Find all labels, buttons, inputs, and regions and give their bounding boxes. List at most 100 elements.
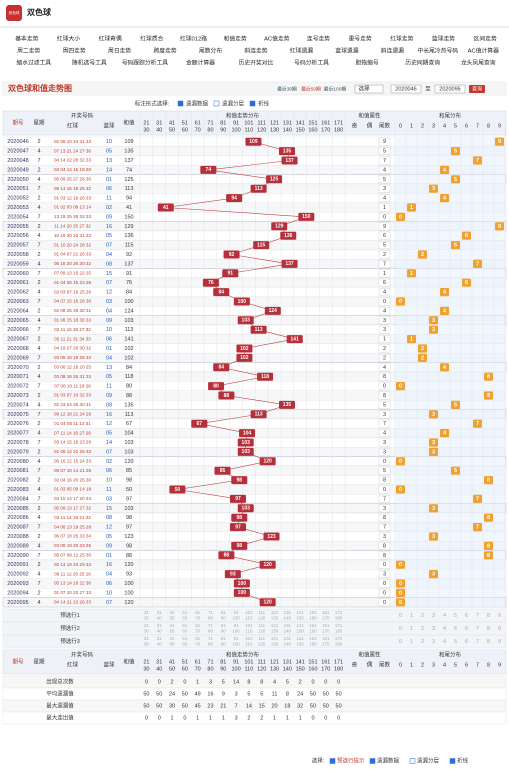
to-input[interactable] (434, 84, 466, 94)
sum: 88 (126, 393, 132, 399)
nav-link[interactable]: 周四走势 (63, 47, 86, 55)
nav-link[interactable]: 红球奇偶 (99, 35, 122, 43)
sum-mark-label: 113 (255, 186, 263, 192)
tail-mark (418, 344, 427, 353)
option-label[interactable]: 折线 (258, 99, 270, 107)
sum-mark (239, 429, 256, 438)
issue: 2020091 (7, 562, 28, 568)
nav-link[interactable]: 历史同期查询 (405, 59, 440, 67)
nav-link[interactable]: 龙头凤尾查询 (461, 59, 496, 67)
checkbox[interactable] (329, 758, 336, 764)
nav-link[interactable]: 中长尾冷热号码 (418, 47, 459, 55)
sum-mark (236, 344, 253, 353)
bin-to: 140 (283, 127, 292, 133)
checkbox[interactable] (409, 758, 416, 764)
nav-link[interactable]: 号码跟踪分析工具 (122, 59, 169, 67)
attr-tail: 3 (383, 534, 386, 540)
tail-mark (407, 335, 416, 344)
nav-link[interactable]: 历史开奖对比 (239, 59, 274, 67)
tail-value: 9 (498, 139, 501, 145)
preselect-bin-from: 61 (195, 610, 200, 615)
preselect-bin-to: 170 (322, 616, 330, 621)
red-balls: 03 04 14 15 18 20 (54, 167, 91, 172)
nav-link[interactable]: 区间走势 (474, 35, 497, 43)
sum: 113 (125, 327, 134, 333)
nav-link[interactable]: AC值计算器 (468, 47, 499, 55)
nav-link[interactable]: 蓝球走势 (432, 35, 455, 43)
issue: 2020073 (7, 393, 28, 399)
nav-link[interactable]: 红球012路 (180, 35, 207, 43)
tail-digit: 3 (432, 662, 435, 668)
preselect-bin-to: 70 (195, 616, 200, 621)
nav-link[interactable]: 缩水过滤工具 (16, 59, 51, 67)
nav-link[interactable]: 号码分析工具 (294, 59, 329, 67)
footer-option[interactable]: 预选行提示 (337, 756, 365, 764)
option-label[interactable]: 遗漏分层 (222, 99, 245, 107)
checkbox[interactable] (249, 100, 256, 107)
nav-link[interactable]: 跨度走势 (153, 47, 176, 55)
footer-option[interactable]: 遗漏分层 (417, 756, 440, 764)
preselect-bin-to: 160 (309, 629, 317, 634)
sum: 98 (126, 478, 132, 484)
sum-mark-label: 150 (302, 214, 311, 220)
attr-tail-cell (378, 147, 391, 155)
attr-tail: 7 (383, 421, 386, 427)
checkbox[interactable] (449, 758, 456, 764)
nav-link[interactable]: 斜连走势 (244, 47, 267, 55)
checkbox[interactable] (213, 100, 220, 107)
checkbox[interactable] (177, 100, 184, 107)
sum-mark (280, 231, 297, 240)
nav-link[interactable]: 红球遗漏 (290, 47, 313, 55)
sum-mark-label: 103 (242, 449, 251, 455)
sum-mark (259, 457, 276, 466)
nav-link[interactable]: 连号走势 (307, 35, 330, 43)
nav-link[interactable]: 和值走势 (224, 35, 247, 43)
nav-link[interactable]: AC值走势 (264, 35, 290, 43)
preselect-bin-from: 161 (322, 623, 330, 628)
footer-option[interactable]: 折线 (457, 756, 469, 764)
checkbox[interactable] (369, 758, 376, 764)
issue: 2020046 (7, 139, 28, 145)
option-label[interactable]: 遗漏数据 (186, 99, 209, 107)
red-balls: 04 14 21 22 26 33 (54, 600, 91, 605)
red-balls: 05 09 25 27 28 30 (54, 177, 91, 182)
nav-link[interactable]: 红球走势 (390, 35, 413, 43)
issue: 2020086 (7, 515, 28, 521)
nav-link[interactable]: 周日走势 (108, 47, 131, 55)
sum: 137 (124, 261, 133, 267)
preselect-bin-from: 161 (322, 610, 330, 615)
nav-link[interactable]: 重号走势 (349, 35, 372, 43)
sum-mark-label: 109 (249, 139, 258, 145)
attr-tail-cell (378, 532, 391, 541)
nav-link[interactable]: 基本走势 (15, 35, 38, 43)
tail-mark (429, 325, 438, 334)
nav-link[interactable]: 随机选号工具 (72, 59, 107, 67)
nav-link[interactable]: 红球大小 (57, 35, 80, 43)
nav-link[interactable]: 尾数分布 (199, 47, 222, 55)
nav-link[interactable]: 胆拖缩号 (356, 59, 379, 67)
sum-mark (259, 560, 276, 569)
sum: 141 (124, 337, 133, 343)
red-balls: 04 18 27 20 30 32 (54, 346, 91, 351)
stat-value: 3 (235, 715, 238, 721)
issue: 2020048 (7, 158, 28, 164)
preselect-bin-to: 180 (335, 616, 343, 621)
issue: 2020061 (7, 280, 28, 286)
sum-mark-label: 104 (243, 430, 252, 436)
bin-from: 81 (220, 659, 226, 665)
nav-link[interactable]: 斜连遗漏 (381, 47, 404, 55)
red-balls: 09 12 18 21 24 29 (54, 412, 91, 417)
nav-link[interactable]: 蓝球遗漏 (335, 47, 358, 55)
site-title: 双色球 (27, 7, 52, 17)
select-box[interactable] (354, 84, 384, 94)
preselect-bin-to: 90 (221, 616, 226, 621)
bin-to: 160 (308, 127, 317, 133)
nav-link[interactable]: 红球质合 (140, 35, 163, 43)
sum: 103 (124, 318, 133, 324)
query-button[interactable] (469, 85, 485, 93)
footer-option[interactable]: 遗漏数据 (377, 756, 400, 764)
nav-link[interactable]: 周二走势 (17, 47, 40, 55)
from-input[interactable] (390, 84, 422, 94)
tail-value: 4 (443, 431, 447, 437)
nav-link[interactable]: 金额计算器 (186, 59, 215, 67)
